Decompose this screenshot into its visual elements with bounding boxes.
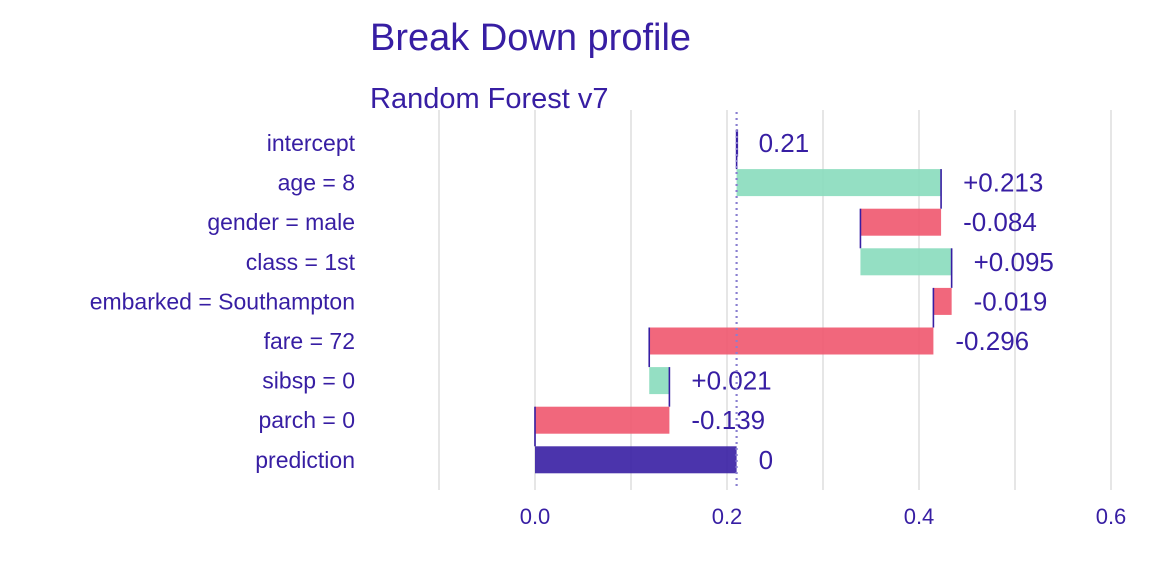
chart-title: Break Down profile	[370, 17, 691, 59]
row-label: prediction	[255, 447, 355, 473]
x-tick-label: 0.6	[1096, 504, 1127, 529]
row-label: age = 8	[278, 170, 355, 196]
value-label: +0.021	[691, 366, 771, 396]
bar-negative	[535, 406, 670, 434]
value-label: -0.296	[955, 326, 1029, 356]
bar-negative	[933, 287, 952, 315]
x-axis-ticks: 0.0 0.2 0.4 0.6	[520, 504, 1127, 529]
value-label: +0.095	[974, 247, 1054, 277]
bar-negative	[649, 327, 934, 355]
row-label: fare = 72	[264, 328, 355, 354]
value-label: 0	[759, 445, 773, 475]
row-label: intercept	[267, 130, 356, 156]
chart-subtitle: Random Forest v7	[370, 83, 609, 115]
bar-positive	[860, 248, 952, 276]
x-tick-label: 0.0	[520, 504, 551, 529]
value-label: +0.213	[963, 168, 1043, 198]
row-labels: intercept age = 8 gender = male class = 1st…	[90, 130, 356, 473]
row-label: parch = 0	[258, 407, 355, 433]
bar-positive	[736, 169, 942, 197]
row-label: gender = male	[207, 209, 355, 235]
value-labels: 0.21 +0.213 -0.084 +0.095 -0.019 -0.296 +0.021…	[691, 112, 1054, 490]
bar-prediction	[535, 446, 737, 474]
value-label: -0.139	[691, 405, 765, 435]
bars	[534, 129, 953, 474]
bar-negative	[860, 208, 942, 236]
row-label: sibsp = 0	[262, 368, 355, 394]
row-label: class = 1st	[246, 249, 356, 275]
row-label: embarked = Southampton	[90, 288, 355, 314]
value-label: -0.084	[963, 207, 1037, 237]
x-tick-label: 0.4	[904, 504, 935, 529]
bar-positive	[649, 367, 670, 395]
value-label: -0.019	[974, 286, 1048, 316]
x-tick-label: 0.2	[712, 504, 743, 529]
value-label: 0.21	[759, 128, 810, 158]
